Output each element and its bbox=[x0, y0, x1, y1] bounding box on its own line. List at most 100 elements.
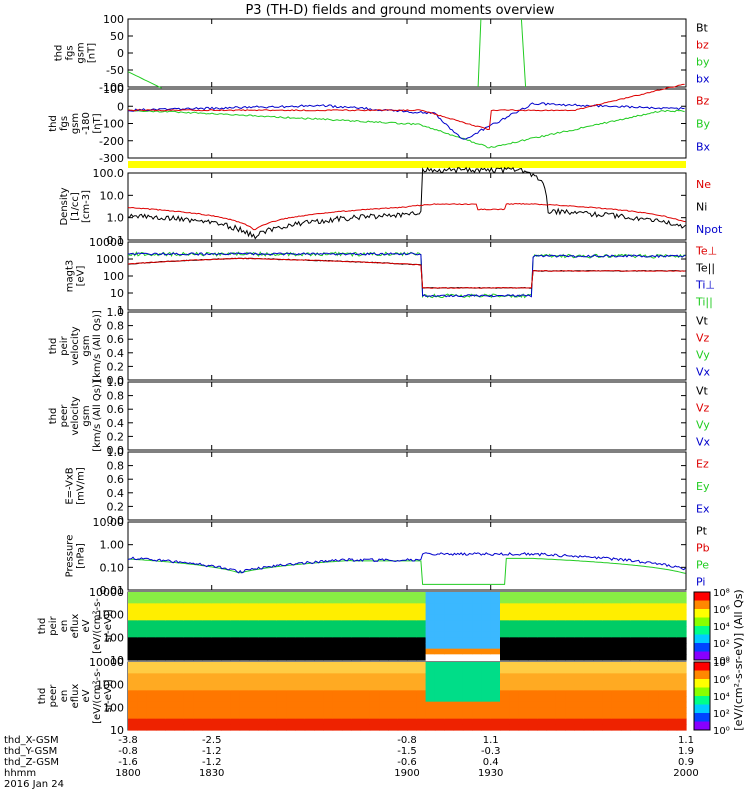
spectro-cell bbox=[137, 597, 148, 604]
spectro-cell bbox=[314, 620, 324, 627]
spectro-cell bbox=[639, 684, 650, 691]
spectro-cell bbox=[165, 614, 176, 621]
spectro-cell bbox=[323, 620, 334, 627]
spectro-cell bbox=[434, 603, 445, 610]
spectro-cell bbox=[481, 654, 492, 661]
spectro-cell bbox=[648, 648, 659, 655]
spectro-cell bbox=[500, 631, 510, 638]
spectro-cell bbox=[425, 690, 436, 697]
spectro-cell bbox=[444, 614, 455, 621]
xaxis-value: -1.2 bbox=[202, 757, 222, 768]
spectro-cell bbox=[239, 690, 250, 697]
spectro-cell bbox=[267, 713, 278, 720]
spectro-cell bbox=[611, 690, 622, 697]
spectro-cell bbox=[332, 592, 343, 599]
spectro-cell bbox=[360, 718, 371, 725]
xaxis-value: 1.1 bbox=[483, 735, 499, 746]
spectro-cell bbox=[397, 603, 408, 610]
spectro-cell bbox=[462, 696, 473, 703]
spectro-cell bbox=[602, 614, 613, 621]
spectro-cell bbox=[258, 614, 269, 621]
spectro-cell bbox=[137, 696, 148, 703]
ylabel-line: gsm bbox=[81, 405, 92, 426]
spectro-cell bbox=[611, 707, 622, 714]
spectro-cell bbox=[593, 701, 603, 708]
trace-Ti-perp bbox=[127, 252, 686, 298]
spectro-cell bbox=[239, 637, 250, 644]
spectro-cell bbox=[155, 724, 166, 731]
spectro-cell bbox=[472, 637, 482, 644]
spectro-cell bbox=[295, 667, 306, 674]
spectro-cell bbox=[667, 648, 678, 655]
spectro-cell bbox=[341, 662, 352, 669]
spectro-cell bbox=[304, 707, 315, 714]
spectro-cell bbox=[555, 643, 566, 650]
panel-frame-p5 bbox=[127, 311, 687, 381]
spectro-cell bbox=[648, 707, 659, 714]
spectro-cell bbox=[574, 667, 585, 674]
spectro-cell bbox=[462, 701, 473, 708]
spectro-cell bbox=[574, 724, 585, 731]
spectro-cell bbox=[472, 592, 482, 599]
spectro-cell bbox=[202, 620, 213, 627]
spectro-cell bbox=[193, 592, 203, 599]
spectro-cell bbox=[267, 696, 278, 703]
spectro-cell bbox=[490, 696, 501, 703]
spectro-cell bbox=[379, 643, 389, 650]
spectro-cell bbox=[490, 684, 501, 691]
spectro-cell bbox=[369, 696, 380, 703]
spectro-cell bbox=[537, 724, 548, 731]
spectro-cell bbox=[565, 696, 575, 703]
spectro-cell bbox=[267, 718, 278, 725]
spectro-cell bbox=[472, 631, 482, 638]
spectro-cell bbox=[276, 643, 287, 650]
spectro-cell bbox=[444, 684, 455, 691]
spectro-cell bbox=[472, 597, 482, 604]
spectro-cell bbox=[472, 643, 482, 650]
spectro-cell bbox=[574, 648, 585, 655]
ytick-label: 0.2 bbox=[107, 360, 125, 373]
spectro-cell bbox=[509, 620, 520, 627]
spectro-cell bbox=[128, 701, 138, 708]
spectro-cell bbox=[444, 696, 455, 703]
spectro-cell bbox=[388, 690, 399, 697]
spectro-cell bbox=[565, 718, 575, 725]
spectro-cell bbox=[583, 707, 594, 714]
spectro-cell bbox=[193, 713, 203, 720]
legend-p6-vt: Vt bbox=[696, 385, 709, 398]
spectro-cell bbox=[388, 637, 399, 644]
spectro-cell bbox=[230, 662, 241, 669]
spectro-cell bbox=[500, 603, 510, 610]
spectro-cell bbox=[230, 637, 241, 644]
spectro-cell bbox=[667, 718, 678, 725]
ytick-label: 0.4 bbox=[107, 347, 125, 360]
spectro-cell bbox=[453, 643, 464, 650]
spectro-cell bbox=[620, 701, 631, 708]
ylabel-line: magt3 bbox=[65, 260, 76, 293]
spectro-cell bbox=[314, 707, 324, 714]
spectro-cell bbox=[602, 637, 613, 644]
spectro-cell bbox=[509, 603, 520, 610]
spectro-cell bbox=[444, 667, 455, 674]
ytick-label: 0.6 bbox=[107, 333, 125, 346]
spectro-cell bbox=[165, 643, 176, 650]
spectro-cell bbox=[351, 707, 362, 714]
spectro-cell bbox=[323, 707, 334, 714]
spectro-cell bbox=[546, 592, 557, 599]
spectro-cell bbox=[658, 614, 668, 621]
spectro-cell bbox=[276, 609, 287, 616]
spectro-cell bbox=[155, 592, 166, 599]
spectro-cell bbox=[128, 724, 138, 731]
spectro-cell bbox=[332, 609, 343, 616]
ytick-label: 1000 bbox=[96, 253, 124, 266]
spectro-cell bbox=[258, 620, 269, 627]
spectro-cell bbox=[648, 673, 659, 680]
xaxis-row-label: thd_X-GSM bbox=[4, 735, 59, 746]
spectro-cell bbox=[397, 690, 408, 697]
spectro-cell bbox=[360, 614, 371, 621]
spectro-cell bbox=[304, 620, 315, 627]
spectro-cell bbox=[639, 667, 650, 674]
spectro-cell bbox=[481, 696, 492, 703]
spectro-cell bbox=[314, 654, 324, 661]
spectro-cell bbox=[630, 592, 641, 599]
